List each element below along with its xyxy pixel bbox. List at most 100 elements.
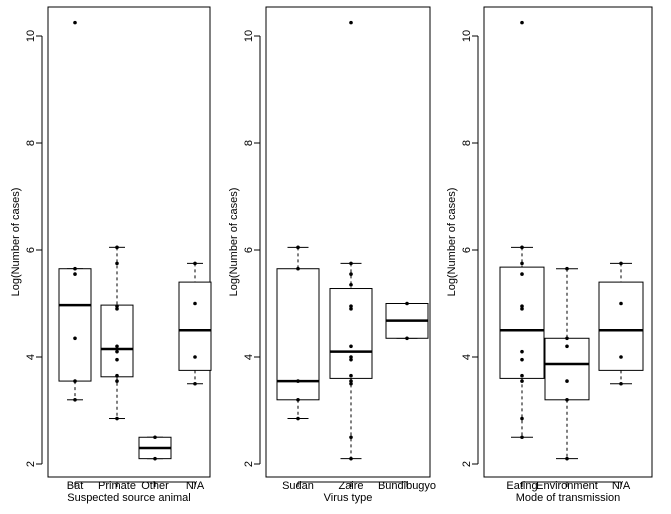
plot-frame	[47, 6, 211, 478]
y-tick-label: 4	[25, 354, 37, 360]
data-point	[619, 261, 623, 266]
x-axis-title: Suspected source animal	[67, 492, 191, 504]
data-point	[520, 245, 524, 250]
box-primate	[100, 246, 134, 420]
data-point	[349, 435, 353, 440]
iqr-box	[329, 288, 373, 379]
data-point	[73, 379, 77, 383]
data-point	[349, 355, 353, 359]
x-axis-title: Virus type	[324, 492, 373, 504]
y-tick-label: 10	[25, 30, 37, 42]
data-point	[115, 373, 119, 378]
data-point	[296, 379, 300, 383]
data-point	[405, 336, 409, 341]
data-point	[296, 245, 300, 250]
y-axis-title: Log(Number of cases)	[228, 188, 240, 297]
data-point	[193, 301, 197, 306]
data-point	[349, 373, 353, 378]
y-tick-label: 10	[243, 30, 255, 42]
data-point	[349, 307, 353, 311]
box-other	[138, 436, 172, 460]
data-point	[520, 373, 524, 378]
iqr-box	[276, 268, 320, 401]
box-n-a	[178, 262, 212, 385]
y-tick-label: 10	[461, 30, 473, 42]
data-point	[405, 301, 409, 306]
data-point	[565, 266, 569, 271]
data-point	[73, 272, 77, 276]
y-tick-label: 6	[243, 247, 255, 253]
box-n-a	[598, 262, 644, 385]
x-tick-label: N/A	[612, 480, 631, 492]
data-point	[153, 435, 157, 440]
iqr-box	[100, 304, 134, 378]
data-point	[619, 381, 623, 386]
y-tick-label: 2	[243, 461, 255, 467]
plot-frame	[265, 6, 431, 478]
data-point	[349, 261, 353, 266]
x-axis-title: Mode of transmission	[516, 492, 621, 504]
data-point	[115, 349, 119, 354]
data-point	[349, 272, 353, 276]
x-tick-label: Environment	[536, 480, 598, 492]
x-tick-label: Eating	[506, 480, 537, 492]
y-tick-label: 8	[25, 140, 37, 146]
iqr-box	[499, 266, 545, 379]
data-point	[520, 20, 524, 25]
data-point	[115, 304, 119, 308]
data-point	[73, 336, 77, 341]
x-tick-label: Bundibugyo	[378, 480, 436, 492]
data-point	[520, 379, 524, 383]
data-point	[349, 381, 353, 386]
data-point	[520, 307, 524, 311]
x-tick-label: Zaire	[338, 480, 363, 492]
box-sudan	[276, 246, 320, 420]
data-point	[349, 379, 353, 383]
data-point	[520, 349, 524, 354]
data-point	[296, 416, 300, 421]
data-point	[520, 261, 524, 266]
data-point	[153, 456, 157, 461]
data-point	[115, 379, 119, 383]
data-point	[520, 357, 524, 362]
y-tick-label: 4	[461, 354, 473, 360]
data-point	[193, 381, 197, 386]
data-point	[115, 261, 119, 266]
data-point	[115, 245, 119, 250]
data-point	[115, 344, 119, 349]
data-point	[520, 435, 524, 440]
x-tick-label: N/A	[186, 480, 205, 492]
data-point	[349, 304, 353, 308]
x-tick-label: Other	[141, 480, 169, 492]
y-tick-label: 6	[25, 247, 37, 253]
data-point	[349, 20, 353, 25]
data-point	[619, 301, 623, 306]
data-point	[193, 261, 197, 266]
panel-2: 2 4 6 8 10 Log(Number of cases) Sudan Zaire Bund…	[228, 6, 436, 504]
data-point	[520, 272, 524, 276]
y-tick-label: 2	[25, 461, 37, 467]
x-tick-label: Primate	[98, 480, 136, 492]
data-point	[565, 336, 569, 341]
data-point	[565, 344, 569, 349]
data-point	[115, 357, 119, 362]
data-point	[73, 266, 77, 271]
y-axis-title: Log(Number of cases)	[10, 188, 22, 297]
y-tick-label: 6	[461, 247, 473, 253]
data-point	[619, 355, 623, 359]
y-tick-label: 8	[243, 140, 255, 146]
data-point	[565, 398, 569, 402]
panel-1: 2 4 6 8 10 Log(Number of cases) Bat Primate Othe…	[10, 6, 212, 504]
data-point	[115, 307, 119, 311]
y-tick-label: 8	[461, 140, 473, 146]
data-point	[296, 266, 300, 271]
box-zaire	[329, 262, 373, 460]
data-point	[520, 416, 524, 421]
x-tick-label: Bat	[67, 480, 84, 492]
data-point	[115, 416, 119, 421]
data-point	[349, 282, 353, 287]
box-environment	[544, 268, 590, 460]
y-tick-label: 2	[461, 461, 473, 467]
data-point	[565, 456, 569, 461]
